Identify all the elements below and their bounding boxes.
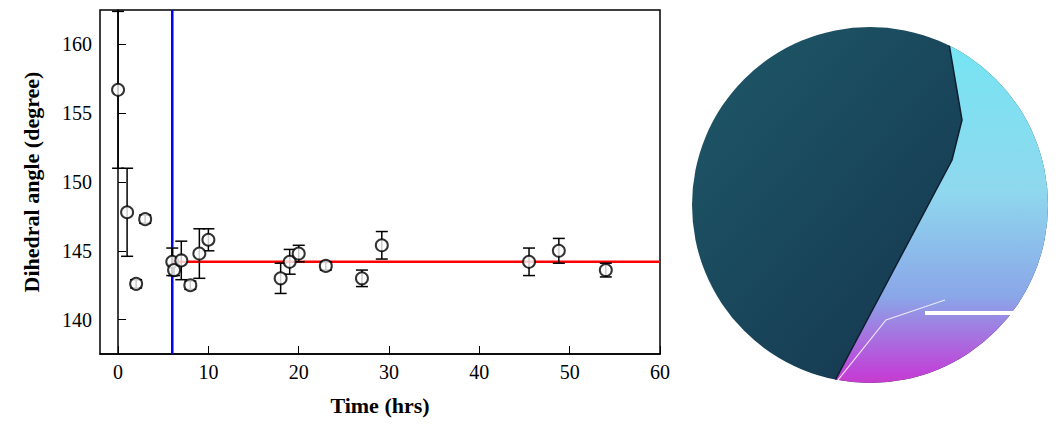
svg-text:140: 140 bbox=[62, 309, 92, 331]
svg-text:30: 30 bbox=[379, 361, 399, 383]
svg-text:0: 0 bbox=[113, 361, 123, 383]
svg-text:50: 50 bbox=[560, 361, 580, 383]
svg-text:40: 40 bbox=[469, 361, 489, 383]
svg-text:Dihedral angle (degree): Dihedral angle (degree) bbox=[19, 72, 44, 293]
svg-text:160: 160 bbox=[62, 33, 92, 55]
svg-text:150: 150 bbox=[62, 171, 92, 193]
svg-text:10: 10 bbox=[198, 361, 218, 383]
svg-text:155: 155 bbox=[62, 102, 92, 124]
svg-text:Time (hrs): Time (hrs) bbox=[330, 393, 429, 418]
svg-text:145: 145 bbox=[62, 240, 92, 262]
svg-text:60: 60 bbox=[650, 361, 670, 383]
svg-text:20: 20 bbox=[289, 361, 309, 383]
